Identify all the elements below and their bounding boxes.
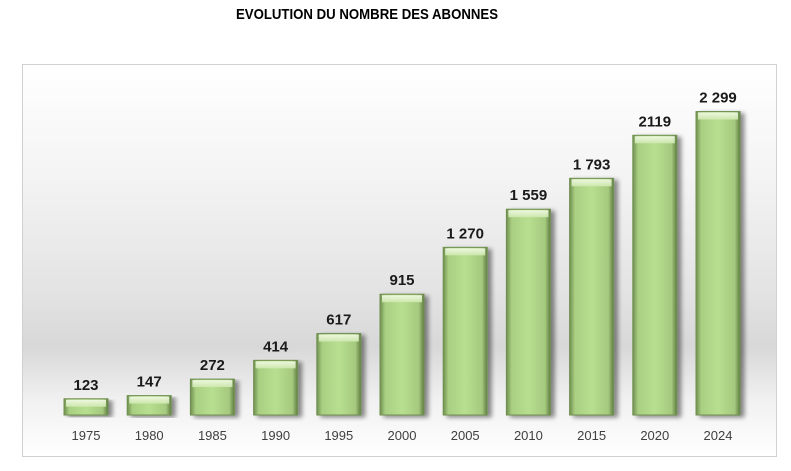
- x-tick-1980: 1980: [135, 428, 164, 443]
- bar-2015: [569, 177, 615, 416]
- x-tick-2015: 2015: [577, 428, 606, 443]
- bar-1980: [126, 395, 172, 416]
- x-tick-2020: 2020: [640, 428, 669, 443]
- bar-1995: [316, 333, 362, 416]
- bar-1990: [253, 359, 299, 416]
- x-tick-1985: 1985: [198, 428, 227, 443]
- value-label-1975: 123: [73, 377, 98, 394]
- bar-1985: [189, 378, 235, 416]
- plot-area: 123 147 272 414 617 915 1 270 1 559 1 793 2119 2 2…: [22, 64, 777, 457]
- bar-2024: [695, 111, 741, 416]
- x-tick-2000: 2000: [388, 428, 417, 443]
- x-tick-1995: 1995: [324, 428, 353, 443]
- bar-chart: 123 147 272 414 617 915 1 270 1 559 1 793 2119 2 2…: [63, 90, 741, 443]
- bar-2000: [379, 293, 425, 416]
- value-label-2024: 2 299: [699, 90, 737, 107]
- value-label-2000: 915: [389, 272, 414, 289]
- x-tick-2005: 2005: [451, 428, 480, 443]
- value-label-1990: 414: [263, 338, 289, 355]
- value-label-1995: 617: [326, 312, 351, 329]
- bar-2020: [632, 134, 678, 416]
- bar-2005: [442, 246, 488, 416]
- x-tick-1990: 1990: [261, 428, 290, 443]
- x-tick-2024: 2024: [704, 428, 733, 443]
- value-label-2020: 2119: [639, 113, 672, 130]
- value-label-1980: 147: [137, 374, 162, 391]
- chart-title: EVOLUTION DU NOMBRE DES ABONNES: [235, 6, 499, 23]
- value-label-1985: 272: [200, 357, 225, 374]
- bar-1975: [63, 398, 109, 416]
- value-label-2010: 1 559: [510, 187, 548, 204]
- x-tick-2010: 2010: [514, 428, 543, 443]
- bar-2010: [505, 208, 551, 416]
- value-label-2015: 1 793: [573, 156, 611, 173]
- value-label-2005: 1 270: [446, 225, 484, 242]
- x-tick-1975: 1975: [72, 428, 101, 443]
